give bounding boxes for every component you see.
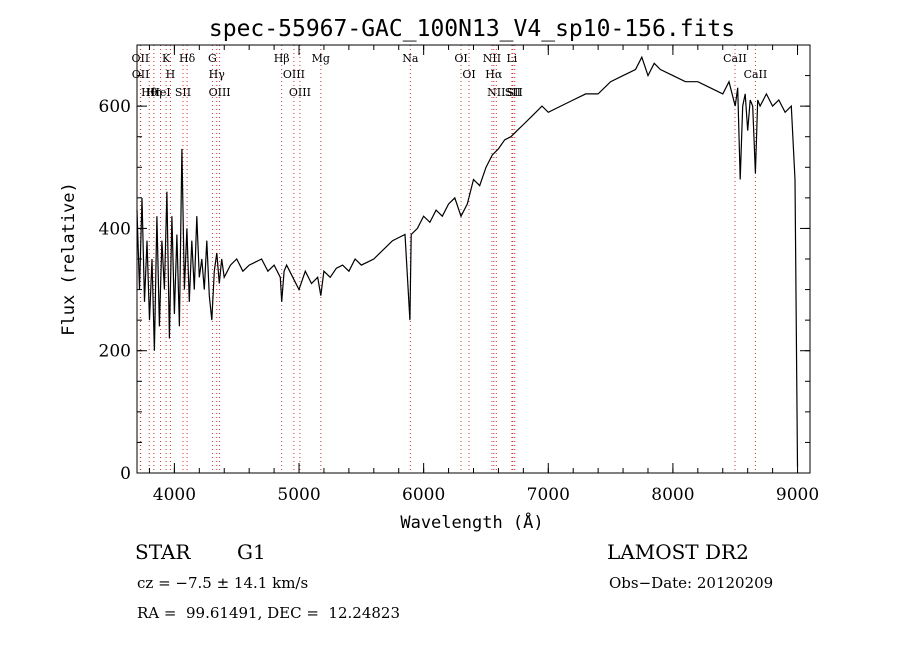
line-label: Na <box>402 52 419 65</box>
line-label: OI <box>454 52 467 65</box>
line-label: OII <box>132 68 150 81</box>
y-tick-label: 600 <box>99 97 131 117</box>
line-label: NII <box>483 52 501 65</box>
line-label: Li <box>506 52 517 65</box>
line-label: Hγ <box>209 68 226 81</box>
line-label: Hα <box>485 68 503 81</box>
x-tick-label: 8000 <box>651 485 694 505</box>
y-tick-label: 400 <box>99 219 131 239</box>
line-label: Hη <box>146 86 162 99</box>
observation-date: Obs−Date: 20120209 <box>609 574 774 592</box>
line-label: H <box>166 68 176 81</box>
spectrum-line <box>136 55 799 467</box>
line-label: OIII <box>283 68 305 81</box>
axis-ticks: 4000 5000 6000 7000 8000 9000 0 200 400 600 <box>99 44 819 505</box>
line-label: NII <box>487 86 505 99</box>
x-tick-label: 6000 <box>402 485 445 505</box>
line-label: SII <box>175 86 191 99</box>
x-tick-label: 5000 <box>277 485 320 505</box>
y-tick-label: 200 <box>99 342 131 362</box>
survey-name: LAMOST DR2 <box>607 540 749 564</box>
spectrum-series <box>136 55 799 467</box>
line-label: CaII <box>744 68 768 81</box>
x-tick-label: 7000 <box>527 485 570 505</box>
line-label: K <box>162 52 171 65</box>
coordinates: RA = 99.61491, DEC = 12.24823 <box>137 604 401 622</box>
line-label: CaII <box>723 52 747 65</box>
line-label: SII <box>507 86 523 99</box>
object-type: STAR <box>135 540 191 564</box>
y-tick-label: 0 <box>120 464 131 484</box>
line-label: Hθ <box>141 86 158 99</box>
chart-title: spec-55967-GAC_100N13_V4_sp10-156.fits <box>209 16 735 42</box>
line-markers <box>139 45 756 473</box>
line-label: HeI <box>150 86 170 99</box>
line-label: Hβ <box>274 52 290 65</box>
x-axis-label: Wavelength (Å) <box>400 511 543 533</box>
line-label: SII <box>505 86 521 99</box>
line-label: G <box>208 52 217 65</box>
redshift-velocity: cz = −7.5 ± 14.1 km/s <box>137 574 309 592</box>
line-label: Mg <box>312 52 330 65</box>
subclass: G1 <box>237 540 266 564</box>
line-label: Hδ <box>179 52 196 65</box>
x-tick-label: 9000 <box>776 485 819 505</box>
plot-frame <box>136 44 811 474</box>
line-label: OIII <box>209 86 231 99</box>
y-axis-label: Flux (relative) <box>59 182 79 336</box>
line-label: OIII <box>289 86 311 99</box>
x-tick-label: 4000 <box>153 485 196 505</box>
line-label: OI <box>462 68 475 81</box>
line-label: OII <box>132 52 150 65</box>
